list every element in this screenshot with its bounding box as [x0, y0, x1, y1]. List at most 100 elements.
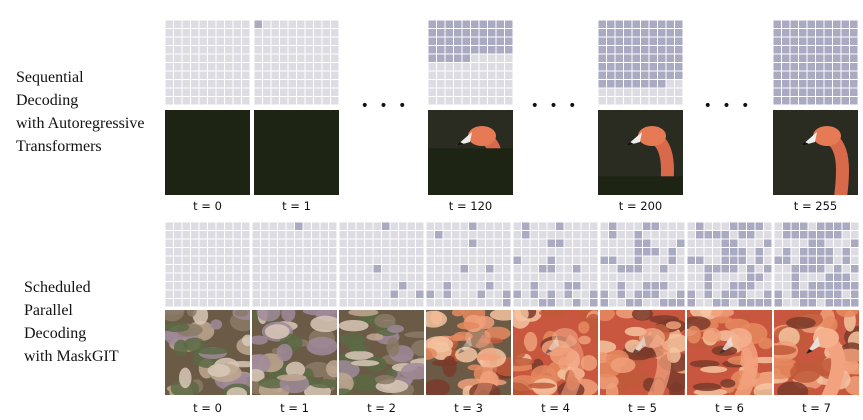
token	[469, 222, 477, 230]
patch	[374, 313, 396, 328]
token	[469, 231, 477, 239]
token	[486, 239, 494, 247]
token	[348, 282, 356, 290]
token	[399, 248, 407, 256]
patch	[777, 381, 809, 395]
token	[547, 282, 555, 290]
token	[286, 273, 294, 281]
token	[390, 231, 398, 239]
token	[513, 239, 521, 247]
ellipsis: • • •	[531, 98, 580, 114]
token	[165, 222, 173, 230]
token	[233, 239, 241, 247]
token	[496, 29, 504, 37]
token	[437, 46, 445, 54]
token	[713, 248, 721, 256]
token	[773, 29, 781, 37]
token	[634, 265, 642, 273]
token	[390, 290, 398, 298]
token	[252, 256, 260, 264]
token	[373, 273, 381, 281]
token	[460, 222, 468, 230]
token	[851, 290, 859, 298]
token	[841, 71, 849, 79]
token	[624, 54, 632, 62]
token	[503, 248, 511, 256]
token	[460, 273, 468, 281]
token	[165, 80, 173, 88]
token	[479, 63, 487, 71]
token	[269, 239, 277, 247]
token	[851, 231, 859, 239]
token	[356, 273, 364, 281]
token	[632, 54, 640, 62]
token	[165, 97, 173, 105]
token	[462, 54, 470, 62]
token	[339, 222, 347, 230]
token	[615, 97, 623, 105]
token	[634, 290, 642, 298]
token	[581, 273, 589, 281]
token	[581, 256, 589, 264]
token	[208, 231, 216, 239]
token	[297, 46, 305, 54]
token	[496, 97, 504, 105]
token	[445, 88, 453, 96]
token	[833, 37, 841, 45]
token	[609, 248, 617, 256]
token-grid	[773, 20, 858, 105]
token	[833, 20, 841, 28]
token	[382, 256, 390, 264]
patch	[165, 310, 185, 322]
token	[471, 20, 479, 28]
patch	[578, 335, 591, 345]
token	[437, 54, 445, 62]
token	[505, 46, 513, 54]
token	[322, 20, 330, 28]
token	[182, 265, 190, 273]
token	[477, 282, 485, 290]
token	[454, 37, 462, 45]
token	[356, 256, 364, 264]
token	[790, 54, 798, 62]
token	[658, 88, 666, 96]
token	[435, 299, 443, 307]
token	[721, 239, 729, 247]
token	[668, 282, 676, 290]
token	[348, 248, 356, 256]
token	[242, 29, 250, 37]
token	[677, 231, 685, 239]
token	[817, 282, 825, 290]
token	[452, 273, 460, 281]
token	[721, 273, 729, 281]
token	[556, 265, 564, 273]
token	[233, 46, 241, 54]
token	[634, 299, 642, 307]
token	[660, 273, 668, 281]
token	[174, 290, 182, 298]
token	[286, 248, 294, 256]
token	[747, 222, 755, 230]
token	[437, 71, 445, 79]
token	[687, 256, 695, 264]
token	[314, 29, 322, 37]
token	[437, 29, 445, 37]
token	[199, 20, 207, 28]
token	[573, 222, 581, 230]
token	[800, 248, 808, 256]
token	[305, 20, 313, 28]
token	[314, 71, 322, 79]
token	[288, 71, 296, 79]
token	[783, 231, 791, 239]
head	[552, 328, 578, 348]
token	[539, 231, 547, 239]
token	[339, 239, 347, 247]
token	[416, 299, 424, 307]
token	[479, 29, 487, 37]
token	[547, 222, 555, 230]
token	[704, 290, 712, 298]
token	[477, 239, 485, 247]
token	[643, 265, 651, 273]
token	[278, 282, 286, 290]
patch	[345, 350, 374, 360]
